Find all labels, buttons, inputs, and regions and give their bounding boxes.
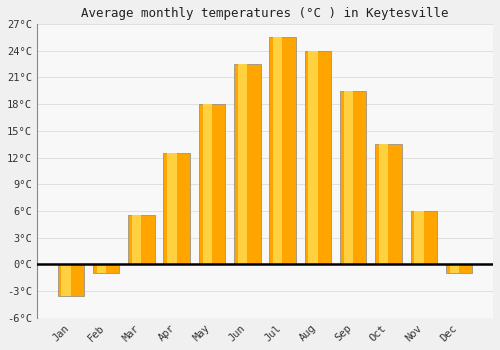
Bar <box>198 104 225 264</box>
Bar <box>164 153 190 264</box>
Bar <box>375 144 402 264</box>
Bar <box>270 37 296 264</box>
Bar <box>340 91 366 264</box>
Bar <box>450 264 459 273</box>
Bar <box>62 264 70 296</box>
Title: Average monthly temperatures (°C ) in Keytesville: Average monthly temperatures (°C ) in Ke… <box>81 7 448 20</box>
Bar <box>202 104 212 264</box>
Bar <box>238 64 247 264</box>
Bar <box>128 215 154 264</box>
Bar <box>273 37 282 264</box>
Bar <box>234 64 260 264</box>
Bar <box>414 211 424 264</box>
Bar <box>308 51 318 264</box>
Bar <box>93 264 120 273</box>
Bar <box>304 51 331 264</box>
Bar <box>96 264 106 273</box>
Bar <box>168 153 176 264</box>
Bar <box>132 215 141 264</box>
Bar <box>410 211 437 264</box>
Bar <box>344 91 353 264</box>
Bar <box>58 264 84 296</box>
Bar <box>446 264 472 273</box>
Bar <box>379 144 388 264</box>
